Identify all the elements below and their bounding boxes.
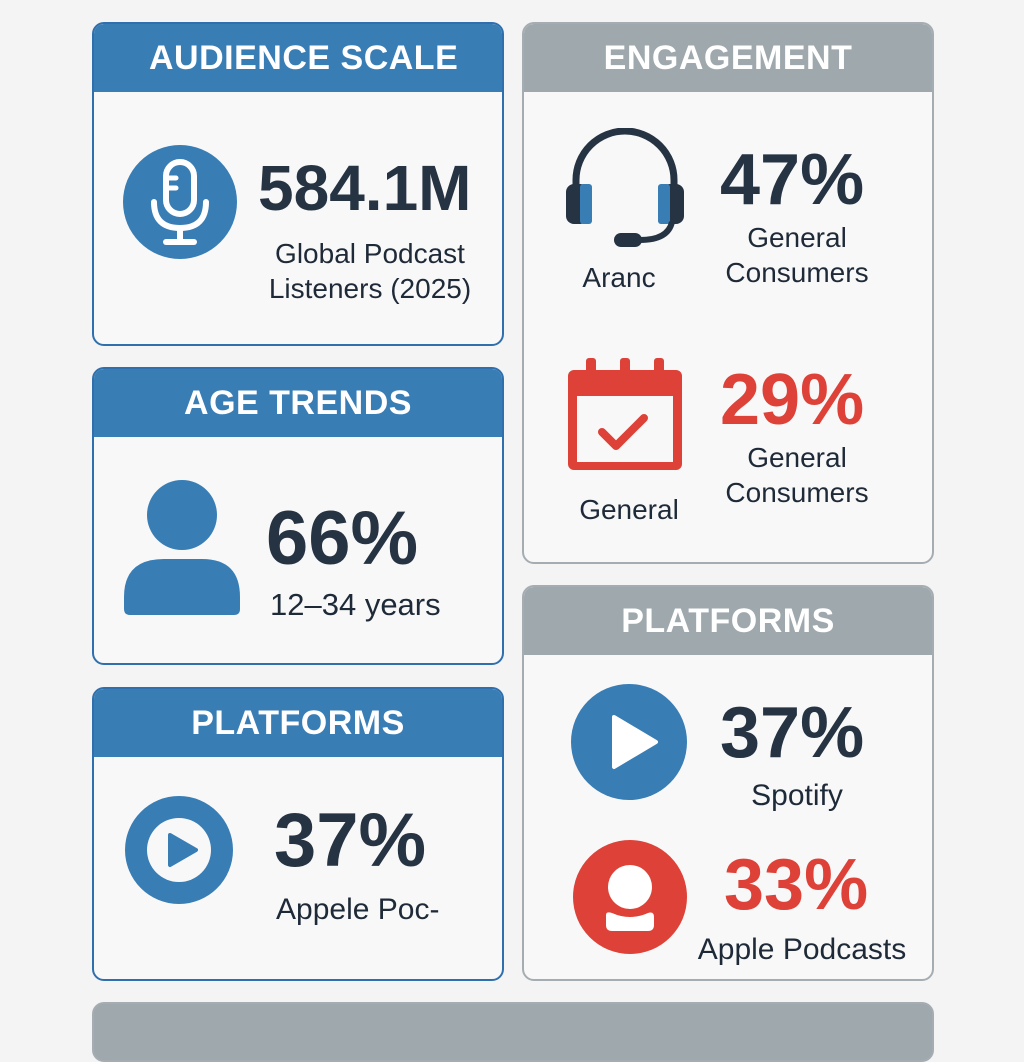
stat-label-line1: General [747, 442, 847, 473]
person-icon [124, 479, 242, 617]
headset-icon [564, 128, 686, 248]
card-header: AUDIENCE SCALE [94, 24, 502, 92]
stat-value: 37% [274, 798, 427, 883]
card-title: AUDIENCE SCALE [149, 38, 459, 77]
card-header: PLATFORMS [524, 587, 932, 655]
card-title: PLATFORMS [191, 703, 405, 742]
stat-label: General Consumers [704, 440, 890, 510]
stat-label-line2: Listeners (2025) [268, 273, 472, 304]
play-circle-icon [570, 683, 688, 801]
icon-caption: Aranc [582, 262, 656, 293]
card-header: ENGAGEMENT [524, 24, 932, 92]
stat-label-line1: Global Podcast [275, 238, 465, 269]
card-age-trends: AGE TRENDS 66% 12–34 years [92, 367, 504, 665]
card-engagement: ENGAGEMENT Aranc 47% General Consumers G… [522, 22, 934, 564]
stat-value: 33% [724, 845, 869, 925]
stat-label-line2: Consumers [725, 477, 869, 508]
podcast-person-icon [572, 839, 688, 955]
stat-value: 29% [720, 360, 865, 440]
stat-value: 584.1M [258, 152, 472, 224]
calendar-check-icon [566, 358, 684, 472]
card-header: AGE TRENDS [94, 369, 502, 437]
card-title: PLATFORMS [621, 601, 835, 640]
card-header: PLATFORMS [94, 689, 502, 757]
stat-value: 47% [720, 140, 865, 220]
card-platforms-right: PLATFORMS 37% Spotify 33% Apple Podcasts [522, 585, 934, 981]
stat-label: Appele Poc- [276, 893, 440, 926]
stat-label: Apple Podcasts [697, 933, 907, 966]
stat-label: General Consumers [704, 220, 890, 290]
stat-value: 66% [266, 496, 419, 581]
play-circle-icon [124, 795, 234, 905]
stat-label-line1: General [747, 222, 847, 253]
icon-caption: General [579, 494, 679, 525]
card-title: ENGAGEMENT [603, 38, 853, 77]
stat-value: 37% [720, 693, 865, 773]
microphone-icon [122, 144, 238, 260]
card-title: AGE TRENDS [184, 383, 412, 422]
card-audience-scale: AUDIENCE SCALE 584.1M Global Podcast Lis… [92, 22, 504, 346]
stat-label: Spotify [751, 779, 843, 812]
card-bottom-partial [92, 1002, 934, 1062]
stat-label: 12–34 years [270, 587, 441, 622]
stat-label-line2: Consumers [725, 257, 869, 288]
card-platforms-left: PLATFORMS 37% Appele Poc- [92, 687, 504, 981]
stat-label: Global Podcast Listeners (2025) [254, 236, 486, 306]
